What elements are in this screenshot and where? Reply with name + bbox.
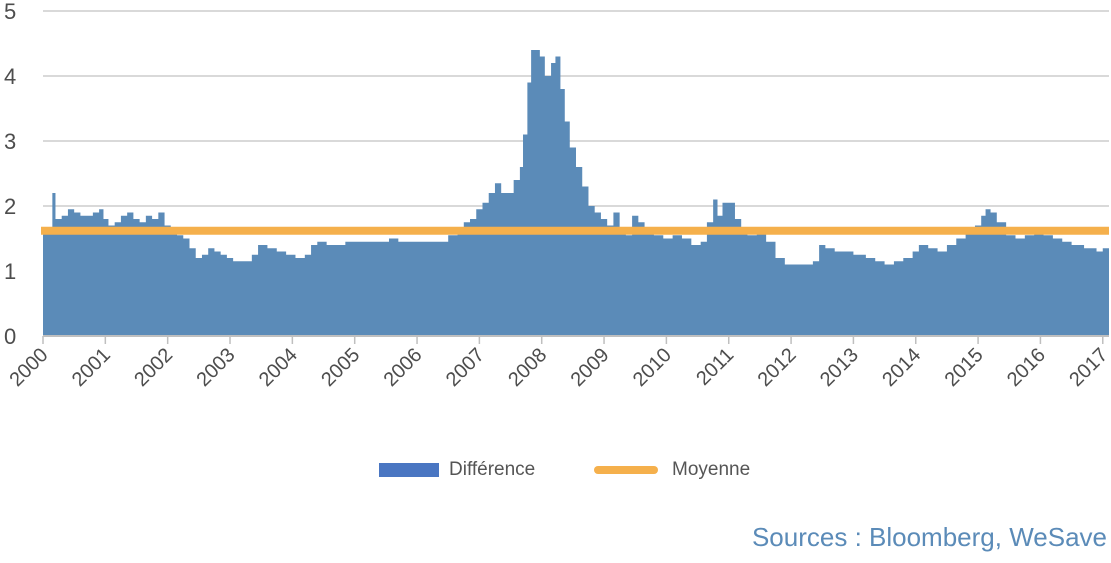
x-tick-label: 2003 [193,344,240,391]
y-axis-tick-labels: 0 1 2 3 4 5 [4,0,16,349]
x-tick-label: 2007 [442,344,489,391]
x-tick-label: 2015 [941,344,988,391]
legend-item-difference: Différence [379,456,535,484]
difference-area-path [43,50,1109,336]
legend-swatch-difference [379,463,439,477]
x-tick-label: 2012 [754,344,801,391]
legend-item-average: Moyenne [594,456,750,484]
x-tick-label: 2001 [68,344,115,391]
y-tick-label: 2 [4,194,16,219]
y-tick-label: 0 [4,324,16,349]
x-tick-label: 2013 [816,344,863,391]
legend-label-average: Moyenne [672,459,751,480]
legend: Différence Moyenne [0,456,1111,484]
difference-area [43,50,1109,336]
x-tick-label: 2017 [1065,344,1111,391]
x-tick-label: 2006 [380,344,427,391]
x-tick-label: 2011 [692,344,738,390]
y-tick-label: 5 [4,0,16,24]
source-note: Sources : Bloomberg, WeSave [751,522,1107,552]
x-tick-label: 2014 [878,344,925,391]
x-tick-label: 2010 [629,344,676,391]
legend-swatch-average [594,466,658,474]
axes [42,335,1109,344]
y-tick-label: 4 [4,64,16,89]
y-tick-label: 1 [4,259,16,284]
x-tick-label: 2016 [1003,344,1050,391]
x-tick-label: 2000 [6,344,53,391]
x-tick-label: 2009 [567,344,614,391]
x-tick-label: 2008 [504,344,551,391]
legend-label-difference: Différence [449,459,536,480]
y-tick-label: 3 [4,129,16,154]
x-tick-label: 2005 [317,344,364,391]
x-tick-label: 2004 [255,344,302,391]
x-axis-tick-labels: 2000 2001 2002 2003 2004 2005 2006 2007 2008 2009… [6,344,1111,391]
x-tick-label: 2002 [130,344,177,391]
